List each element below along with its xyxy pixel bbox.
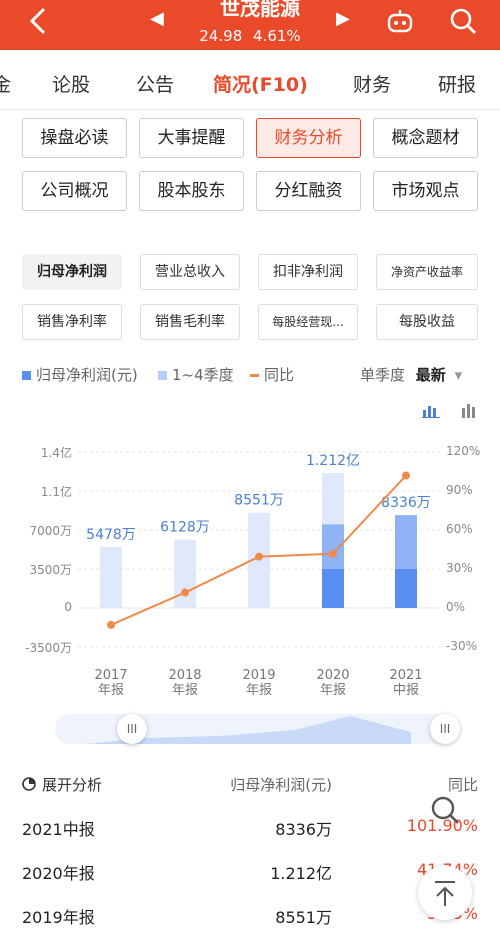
pie-icon [22, 776, 36, 795]
caret-down-icon: ▾ [454, 366, 463, 384]
stock-name: 世茂能源 [220, 0, 300, 20]
chip-eps[interactable]: 每股收益 [376, 304, 478, 340]
right-axis-tick: -30% [446, 639, 478, 653]
chip-koufei[interactable]: 扣非净利润 [258, 254, 358, 290]
left-axis-tick: 7000万 [29, 524, 72, 538]
tab-bar: 金 论股 公告 简况(F10) 财务 研报 [0, 50, 500, 110]
btn-shichang[interactable]: 市场观点 [373, 171, 478, 211]
legend-series1: 归母净利润(元) [22, 364, 138, 385]
profit-chart: 5478万 6128万 8551万 1.212亿 8336万 [78, 451, 440, 648]
right-axis-tick: 90% [446, 483, 473, 497]
x-axis-tick: 2020 年报 [316, 668, 350, 698]
search-icon[interactable] [448, 6, 478, 36]
top-header: ◀ 世茂能源 24.98 4.61% ▶ [0, 0, 500, 50]
range-slider[interactable] [55, 714, 460, 744]
tab-jin[interactable]: 金 [0, 74, 12, 96]
col-header-yoy: 同比 [447, 776, 478, 794]
bar-value-label: 8551万 [234, 493, 284, 509]
right-axis-tick: 120% [446, 444, 481, 458]
period-dropdown[interactable]: 单季度 最新 ▾ [360, 366, 463, 384]
robot-icon[interactable] [386, 8, 414, 34]
left-axis-tick: -3500万 [25, 641, 72, 655]
btn-caiwu-fenxi[interactable]: 财务分析 [256, 118, 361, 158]
right-axis-tick: 60% [446, 522, 473, 536]
tab-yanbao[interactable]: 研报 [438, 74, 477, 96]
legend-series3: 同比 [250, 364, 294, 385]
bar-segment [322, 569, 344, 608]
btn-dashi[interactable]: 大事提醒 [139, 118, 244, 158]
left-axis-tick: 1.1亿 [40, 485, 72, 499]
back-to-top-button[interactable] [418, 866, 472, 920]
x-axis-tick: 2021 中报 [389, 668, 423, 698]
chip-guimu[interactable]: 归母净利润 [22, 254, 122, 290]
x-axis-tick: 2019 年报 [242, 668, 276, 698]
stacked-bar-icon[interactable] [460, 402, 478, 418]
tab-f10[interactable]: 简况(F10) [213, 74, 308, 96]
btn-gainian[interactable]: 概念题材 [373, 118, 478, 158]
chip-yingye[interactable]: 营业总收入 [140, 254, 240, 290]
legend-line-icon [250, 374, 259, 377]
chip-jinglilv[interactable]: 销售净利率 [22, 304, 122, 340]
bar-chart-icon[interactable] [422, 402, 440, 418]
stock-quote: 24.98 4.61% [190, 27, 310, 45]
prev-stock-icon[interactable]: ◀ [150, 8, 164, 29]
bar-2017年报[interactable] [100, 546, 122, 608]
legend-square-icon [22, 371, 31, 380]
next-stock-icon[interactable]: ▶ [336, 8, 350, 29]
chip-maolilv[interactable]: 销售毛利率 [140, 304, 240, 340]
col-header-profit: 归母净利润(元) [230, 776, 332, 794]
table-header: 展开分析 归母净利润(元) 同比 [0, 774, 500, 818]
x-axis-tick: 2018 年报 [168, 668, 202, 698]
tab-lungu[interactable]: 论股 [52, 74, 91, 96]
btn-caopan[interactable]: 操盘必读 [22, 118, 127, 158]
price: 24.98 [199, 27, 243, 45]
chip-jingying[interactable]: 每股经营现... [258, 304, 358, 340]
table-row: 2021中报 8336万 101.90% [22, 816, 478, 839]
yoy-point[interactable] [402, 471, 410, 480]
expand-analysis[interactable]: 展开分析 [42, 776, 103, 794]
btn-guben[interactable]: 股本股东 [139, 171, 244, 211]
yoy-point[interactable] [329, 549, 337, 558]
tab-gonggao[interactable]: 公告 [136, 74, 175, 96]
bar-segment [395, 569, 417, 608]
bar-2018年报[interactable] [174, 539, 196, 608]
x-axis-tick: 2017 年报 [94, 668, 128, 698]
left-axis-tick: 1.4亿 [40, 446, 72, 460]
left-axis-tick: 3500万 [29, 563, 72, 577]
yoy-point[interactable] [255, 552, 263, 561]
bar-value-label: 6128万 [160, 520, 210, 536]
right-axis-tick: 0% [446, 600, 466, 614]
bar-segment [395, 515, 417, 569]
bar-segment [322, 524, 344, 569]
float-search-button[interactable] [418, 784, 472, 838]
change: 4.61% [253, 27, 301, 45]
bar-value-label: 5478万 [86, 527, 136, 543]
left-axis-tick: 0 [64, 600, 72, 614]
bar-value-label: 8336万 [381, 495, 431, 511]
range-handle-left[interactable]: III [117, 714, 147, 744]
range-handle-right[interactable]: III [430, 714, 460, 744]
yoy-point[interactable] [181, 588, 189, 597]
back-icon[interactable] [28, 6, 48, 42]
yoy-point[interactable] [107, 620, 115, 629]
tab-caiwu[interactable]: 财务 [353, 74, 392, 96]
legend-series2: 1~4季度 [158, 364, 234, 385]
btn-fenhong[interactable]: 分红融资 [256, 171, 361, 211]
right-axis-tick: 30% [446, 561, 473, 575]
legend-square-icon [158, 371, 167, 380]
bar-value-label: 1.212亿 [306, 453, 360, 469]
btn-gongsi[interactable]: 公司概况 [22, 171, 127, 211]
chip-roe[interactable]: 净资产收益率 [376, 254, 478, 290]
